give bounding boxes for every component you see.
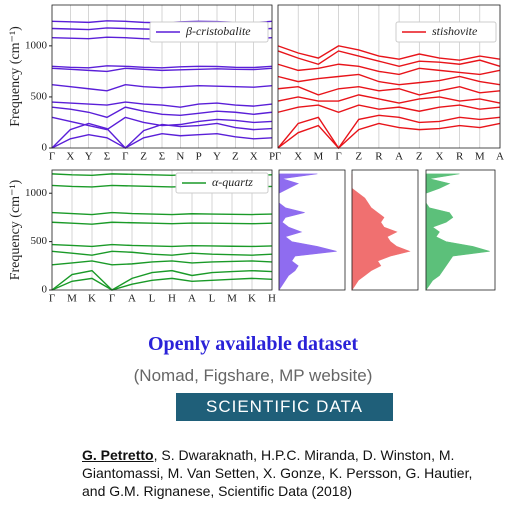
y-tick-label: 0 — [42, 142, 48, 154]
k-label: H — [168, 293, 176, 305]
y-tick-label: 500 — [31, 90, 48, 102]
y-label: Frequency (cm⁻¹) — [8, 179, 23, 280]
k-label: L — [209, 293, 216, 305]
band — [51, 211, 273, 216]
k-label: H — [268, 293, 276, 305]
y-tick-label: 1000 — [25, 187, 48, 199]
legend-box — [175, 172, 269, 194]
band — [277, 63, 501, 76]
y-tick-label: 500 — [31, 235, 48, 247]
k-label: X — [294, 151, 302, 163]
sources: (Nomad, Figshare, MP website) — [133, 366, 373, 385]
k-label: X — [66, 151, 74, 163]
legend-box — [149, 21, 269, 43]
y-tick-label: 0 — [42, 284, 48, 296]
band — [51, 269, 273, 291]
k-label: Γ — [109, 293, 115, 305]
legend-box — [395, 21, 497, 43]
band — [51, 83, 273, 92]
frame — [278, 169, 346, 291]
k-label: Γ — [49, 151, 55, 163]
k-label: M — [227, 293, 237, 305]
frame — [51, 4, 273, 149]
k-label: N — [176, 151, 184, 163]
frame — [51, 169, 273, 291]
band — [277, 85, 501, 96]
band — [51, 221, 273, 225]
k-label: A — [395, 151, 403, 163]
headline: Openly available dataset — [147, 333, 358, 355]
k-label: Γ — [275, 151, 281, 163]
band — [277, 73, 501, 86]
frame — [425, 169, 496, 291]
k-label: A — [496, 151, 504, 163]
k-label: Z — [140, 151, 147, 163]
citation: G. Petretto, S. Dwaraknath, H.P.C. Miran… — [82, 446, 482, 500]
band — [51, 260, 273, 266]
k-label: L — [149, 293, 156, 305]
k-label: M — [475, 151, 485, 163]
k-label: Z — [355, 151, 362, 163]
k-label: Y — [85, 151, 93, 163]
k-label: M — [67, 293, 77, 305]
legend-label: α-quartz — [212, 175, 253, 189]
frame — [351, 169, 419, 291]
band — [277, 114, 501, 150]
band — [277, 50, 501, 68]
y-tick-label: 1000 — [25, 39, 48, 51]
k-label: K — [248, 293, 256, 305]
band — [51, 67, 273, 73]
band — [51, 116, 273, 131]
frame — [277, 4, 501, 149]
lead-author: G. Petretto — [82, 447, 154, 463]
band — [51, 65, 273, 69]
k-label: A — [188, 293, 196, 305]
band — [51, 132, 273, 149]
band — [51, 250, 273, 256]
dos — [278, 173, 337, 291]
k-label: M — [313, 151, 323, 163]
band — [51, 277, 273, 291]
logo: SCIENTIFIC DATA — [176, 393, 393, 421]
k-label: P — [196, 151, 202, 163]
band — [277, 45, 501, 61]
k-label: Γ — [49, 293, 55, 305]
k-label: Γ — [122, 151, 128, 163]
k-label: Z — [232, 151, 239, 163]
band — [51, 106, 273, 119]
k-label: Y — [213, 151, 221, 163]
band — [51, 122, 273, 149]
dos — [425, 173, 490, 291]
band — [277, 94, 501, 104]
k-label: X — [250, 151, 258, 163]
k-label: K — [88, 293, 96, 305]
k-label: Σ — [159, 151, 165, 163]
band — [277, 122, 501, 149]
k-label: R — [375, 151, 383, 163]
dos — [351, 173, 411, 291]
k-label: Γ — [335, 151, 341, 163]
authors: , S. Dwaraknath, H.P.C. Miranda, D. Wins… — [82, 447, 473, 499]
legend-label: β-cristobalite — [185, 24, 251, 38]
y-label: Frequency (cm⁻¹) — [8, 26, 23, 127]
k-label: Z — [416, 151, 423, 163]
k-label: X — [435, 151, 443, 163]
k-label: R — [456, 151, 464, 163]
band — [277, 104, 501, 113]
k-label: Σ — [104, 151, 110, 163]
k-label: P — [269, 151, 275, 163]
band — [51, 101, 273, 108]
legend-label: stishovite — [432, 24, 478, 38]
k-label: A — [128, 293, 136, 305]
band — [51, 243, 273, 248]
